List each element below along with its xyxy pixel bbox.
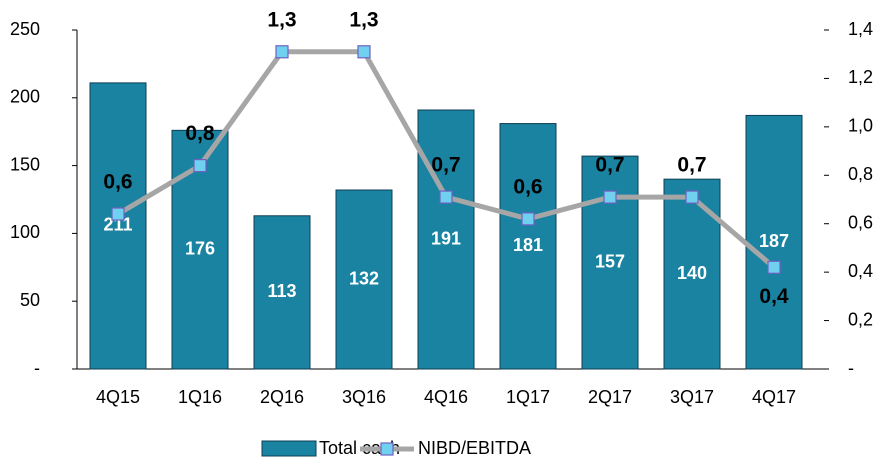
x-tick-label: 1Q17	[506, 387, 550, 407]
y2-tick-label: 1,4	[848, 19, 873, 39]
bar-label: 176	[185, 238, 215, 258]
line-label: 0,7	[677, 154, 706, 177]
bar	[417, 109, 475, 370]
line-marker	[357, 45, 371, 59]
x-tick-label: 4Q15	[96, 387, 140, 407]
bar-label: 113	[267, 281, 296, 301]
line-marker	[193, 159, 207, 173]
legend-swatch	[261, 440, 317, 457]
line-label: 0,8	[185, 122, 215, 145]
line-marker	[767, 260, 781, 274]
y-tick-label: -	[34, 358, 40, 378]
y2-tick-label: 0,6	[848, 212, 873, 232]
x-tick-label: 1Q16	[178, 387, 222, 407]
line-label: 0,4	[759, 285, 789, 308]
line-marker	[521, 212, 535, 226]
bar	[253, 215, 311, 370]
x-tick-label: 2Q16	[260, 387, 304, 407]
y-tick-label: 100	[10, 222, 40, 242]
y2-tick-label: 0,4	[848, 261, 873, 281]
legend-marker	[380, 442, 394, 456]
bar-label: 157	[595, 251, 625, 271]
x-tick-label: 3Q16	[342, 387, 386, 407]
bar	[89, 82, 147, 370]
y-tick-label: 150	[10, 154, 40, 174]
y2-tick-label: 0,2	[848, 309, 873, 329]
legend-label: NIBD/EBITDA	[418, 438, 531, 458]
line-label: 1,3	[267, 8, 296, 31]
line-label: 0,6	[103, 171, 132, 194]
y-tick-label: 50	[20, 290, 40, 310]
y2-tick-label: 0,8	[848, 164, 873, 184]
y-tick-label: 200	[10, 87, 40, 107]
x-tick-label: 3Q17	[670, 387, 714, 407]
x-tick-label: 4Q17	[752, 387, 796, 407]
line-marker	[111, 207, 125, 221]
x-tick-label: 2Q17	[588, 387, 632, 407]
bar	[499, 123, 557, 370]
y2-tick-label: 1,0	[848, 116, 873, 136]
bar-label: 191	[431, 228, 461, 248]
bar-label: 140	[677, 263, 707, 283]
legend-label: Total cash	[319, 438, 400, 458]
bar-label: 181	[513, 235, 543, 255]
line-label: 0,6	[513, 175, 542, 198]
y2-tick-label: 1,2	[848, 67, 873, 87]
bar	[745, 114, 803, 370]
line-label: 0,7	[431, 154, 460, 177]
y2-tick-label: -	[848, 358, 854, 378]
bar-label: 187	[759, 231, 789, 251]
bar-label: 132	[349, 268, 379, 288]
bar-label: 211	[103, 215, 132, 235]
line-marker	[603, 190, 617, 204]
bar	[335, 189, 393, 370]
line-marker	[685, 190, 699, 204]
line-marker	[275, 45, 289, 59]
line-label: 1,3	[349, 8, 378, 31]
line-marker	[439, 190, 453, 204]
y-tick-label: 250	[10, 19, 40, 39]
x-tick-label: 4Q16	[424, 387, 468, 407]
line-label: 0,7	[595, 154, 624, 177]
